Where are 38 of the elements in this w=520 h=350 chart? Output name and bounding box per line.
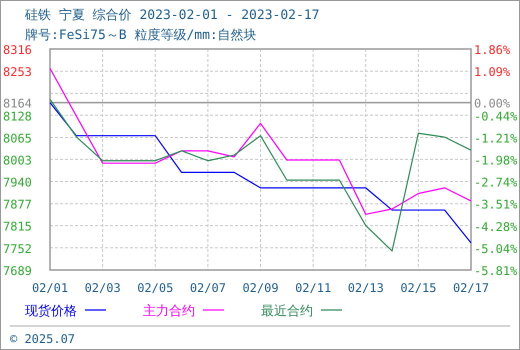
- y-tick-label: 8164: [3, 96, 32, 111]
- x-tick-label: 02/07: [190, 281, 226, 295]
- y-tick-label: 7752: [3, 242, 32, 256]
- legend-label: 最近合约: [261, 304, 313, 319]
- line-series: [49, 68, 472, 215]
- x-tick-label: 02/13: [348, 281, 384, 295]
- y-tick-label: 7940: [3, 176, 32, 190]
- x-tick-label: 02/17: [452, 281, 490, 295]
- y2-tick-label: -2.74%: [474, 176, 518, 190]
- y-tick-label: 8128: [3, 109, 32, 124]
- x-tick-label: 02/05: [137, 281, 174, 295]
- y2-tick-label: -3.51%: [474, 198, 518, 212]
- legend-label: 现货价格: [25, 304, 77, 319]
- x-tick-label: 02/03: [84, 281, 121, 295]
- chart-title: 硅铁 宁夏 综合价 2023-02-01 - 2023-02-17: [24, 7, 320, 23]
- chart-subtitle: 牌号:FeSi75～B 粒度等级/mm:自然块: [25, 27, 257, 43]
- y-tick-label: 7689: [3, 264, 32, 278]
- y2-tick-label: -5.04%: [474, 242, 518, 256]
- y-tick-label: 8003: [3, 153, 32, 168]
- y-tick-label: 8065: [3, 131, 32, 146]
- y2-tick-label: 1.86%: [474, 43, 511, 57]
- y-tick-label: 8316: [3, 43, 32, 57]
- y-tick-label: 7877: [3, 198, 32, 212]
- x-tick-label: 02/09: [242, 281, 279, 295]
- y2-tick-label: -1.98%: [474, 154, 518, 168]
- y2-tick-label: -4.28%: [474, 220, 518, 234]
- y2-tick-label: -0.44%: [474, 109, 518, 124]
- legend-label: 主力合约: [143, 303, 195, 319]
- y2-tick-label: -1.21%: [474, 131, 518, 146]
- x-tick-label: 02/15: [400, 281, 436, 295]
- x-tick-label: 02/11: [295, 281, 332, 295]
- y-tick-label: 8253: [3, 65, 32, 80]
- text: © 2025.07: [10, 332, 76, 346]
- y2-tick-label: -5.81%: [474, 264, 518, 278]
- x-tick-label: 02/01: [32, 281, 68, 295]
- y2-tick-label: 1.09%: [474, 65, 511, 80]
- y2-tick-label: 0.00%: [474, 96, 511, 111]
- y-tick-label: 7815: [3, 220, 32, 234]
